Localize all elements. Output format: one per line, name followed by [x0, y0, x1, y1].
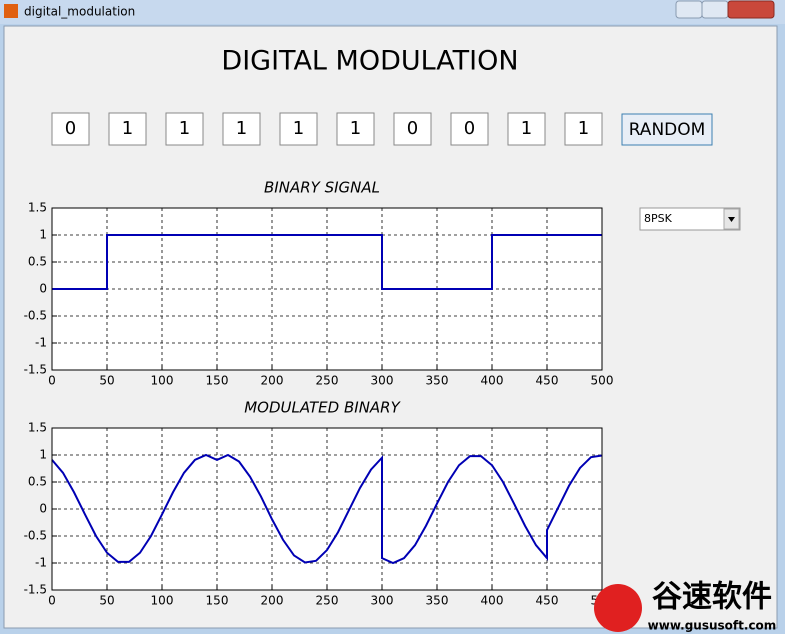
bit-value: 1	[293, 118, 304, 139]
chart: BINARY SIGNAL 0 50 100 150 200 250 300 350 400 450…	[24, 179, 614, 388]
bit-box[interactable]	[222, 112, 261, 146]
axes-box	[51, 427, 603, 591]
x-tick-label: 50	[99, 374, 114, 388]
bit-box[interactable]	[336, 112, 375, 146]
signal-line	[52, 234, 602, 290]
x-tick-label: 300	[371, 374, 394, 388]
x-tick-label: 350	[426, 594, 449, 608]
chart: MODULATED BINARY 0 50 100 150 200 250 300 350 400…	[24, 399, 614, 608]
y-tick-label: -0.5	[24, 309, 47, 323]
y-tick-label: 1	[39, 448, 47, 462]
x-tick-label: 250	[316, 374, 339, 388]
modulation-dropdown[interactable]	[639, 207, 741, 231]
y-tick-label: -1.5	[24, 583, 47, 597]
bit-box[interactable]	[507, 112, 546, 146]
dropdown-arrow	[728, 217, 735, 222]
bit-value: 1	[236, 118, 247, 139]
bit-box[interactable]	[51, 112, 90, 146]
y-tick-label: 0	[39, 502, 47, 516]
bit-value: 1	[521, 118, 532, 139]
y-tick-label: -1	[35, 336, 47, 350]
x-tick-label: 250	[316, 594, 339, 608]
x-tick-label: 400	[481, 374, 504, 388]
x-tick-label: 400	[481, 594, 504, 608]
minimize-button[interactable]	[675, 0, 703, 19]
random-button[interactable]	[621, 113, 713, 146]
y-tick-label: -0.5	[24, 529, 47, 543]
bit-value: 0	[65, 118, 76, 139]
x-tick-label: 450	[536, 594, 559, 608]
x-tick-label: 200	[261, 374, 284, 388]
bit-box[interactable]	[450, 112, 489, 146]
bit-value: 1	[578, 118, 589, 139]
x-tick-label: 150	[206, 594, 229, 608]
y-tick-label: 0.5	[28, 255, 47, 269]
x-tick-label: 150	[206, 374, 229, 388]
axes-box	[51, 207, 603, 371]
x-tick-label: 0	[48, 374, 56, 388]
window-title: digital_modulation	[24, 5, 135, 19]
y-tick-label: -1	[35, 556, 47, 570]
x-tick-label: 50	[99, 594, 114, 608]
x-tick-label: 0	[48, 594, 56, 608]
x-tick-label: 450	[536, 374, 559, 388]
bit-box[interactable]	[393, 112, 432, 146]
bit-value: 0	[464, 118, 475, 139]
bit-box[interactable]	[108, 112, 147, 146]
x-tick-label: 100	[151, 594, 174, 608]
y-tick-label: 1.5	[28, 201, 47, 215]
bit-value: 1	[179, 118, 190, 139]
bit-box[interactable]	[165, 112, 204, 146]
maximize-button[interactable]	[701, 0, 729, 19]
bit-value: 1	[122, 118, 133, 139]
y-tick-label: 1.5	[28, 421, 47, 435]
dropdown-value: 8PSK	[644, 212, 673, 225]
app-icon	[4, 4, 18, 18]
title-bar	[0, 0, 785, 24]
chart-title: BINARY SIGNAL	[264, 179, 380, 197]
x-tick-label: 100	[151, 374, 174, 388]
watermark-brand: 谷速软件	[652, 580, 772, 615]
y-tick-label: -1.5	[24, 363, 47, 377]
y-tick-label: 0.5	[28, 475, 47, 489]
random-button-label: RANDOM	[629, 120, 706, 140]
chart-title: MODULATED BINARY	[244, 399, 401, 417]
bit-value: 0	[407, 118, 418, 139]
y-tick-label: 0	[39, 282, 47, 296]
watermark-logo	[594, 584, 642, 632]
watermark-url: www.gususoft.com	[648, 619, 777, 633]
heading: DIGITAL MODULATION	[221, 46, 518, 77]
signal-line	[51, 453, 603, 565]
x-tick-label: 500	[591, 374, 614, 388]
x-tick-label: 350	[426, 374, 449, 388]
x-tick-label: 300	[371, 594, 394, 608]
bit-value: 1	[350, 118, 361, 139]
close-button[interactable]	[727, 0, 775, 19]
bit-box[interactable]	[564, 112, 603, 146]
x-tick-label: 200	[261, 594, 284, 608]
bit-box[interactable]	[279, 112, 318, 146]
y-tick-label: 1	[39, 228, 47, 242]
